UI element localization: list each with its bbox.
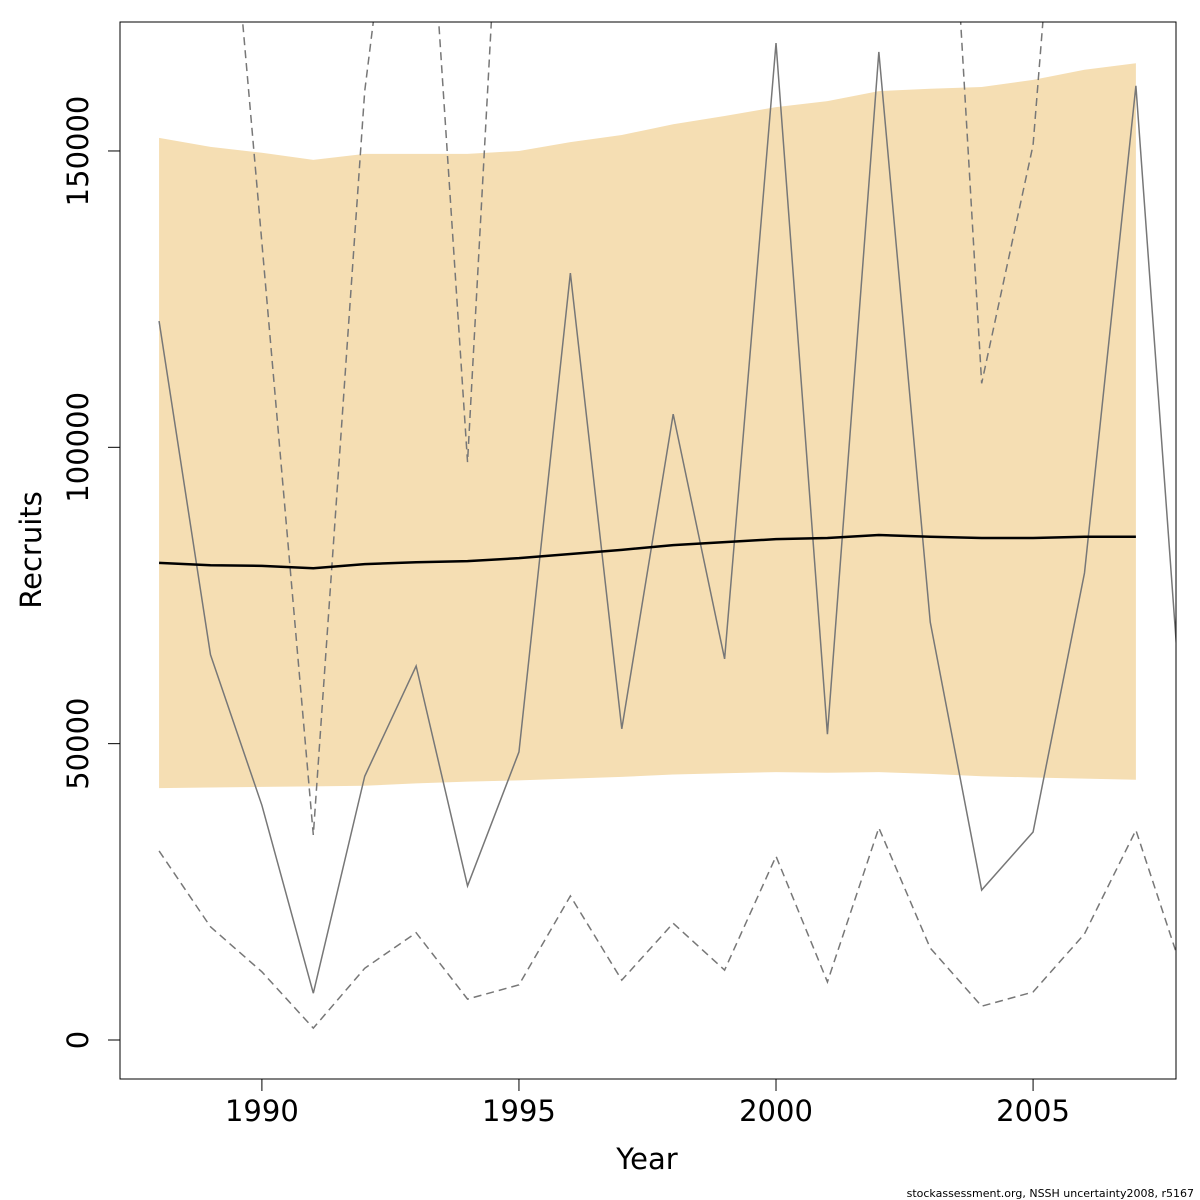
solid-line <box>158 43 1176 994</box>
x-tick-label: 1990 <box>225 1094 299 1128</box>
median-line <box>159 533 1136 570</box>
y-axis-label: Recruits <box>14 491 48 608</box>
x-tick-label: 1995 <box>482 1094 556 1128</box>
plot-frame <box>119 21 1177 1080</box>
x-tick-label: 2000 <box>739 1094 813 1128</box>
plot-area <box>158 22 1176 1030</box>
y-tick-label: 100000 <box>61 392 95 503</box>
y-tick-label: 0 <box>61 1031 95 1049</box>
x-axis-label: Year <box>615 1142 677 1176</box>
dashed-line <box>158 825 1176 1030</box>
confidence-band <box>159 63 1136 789</box>
x-tick-label: 2005 <box>996 1094 1070 1128</box>
footer: stockassessment.org, NSSH uncertainty200… <box>907 1187 1194 1200</box>
y-tick-label: 50000 <box>61 698 95 790</box>
y-tick-label: 150000 <box>61 96 95 207</box>
